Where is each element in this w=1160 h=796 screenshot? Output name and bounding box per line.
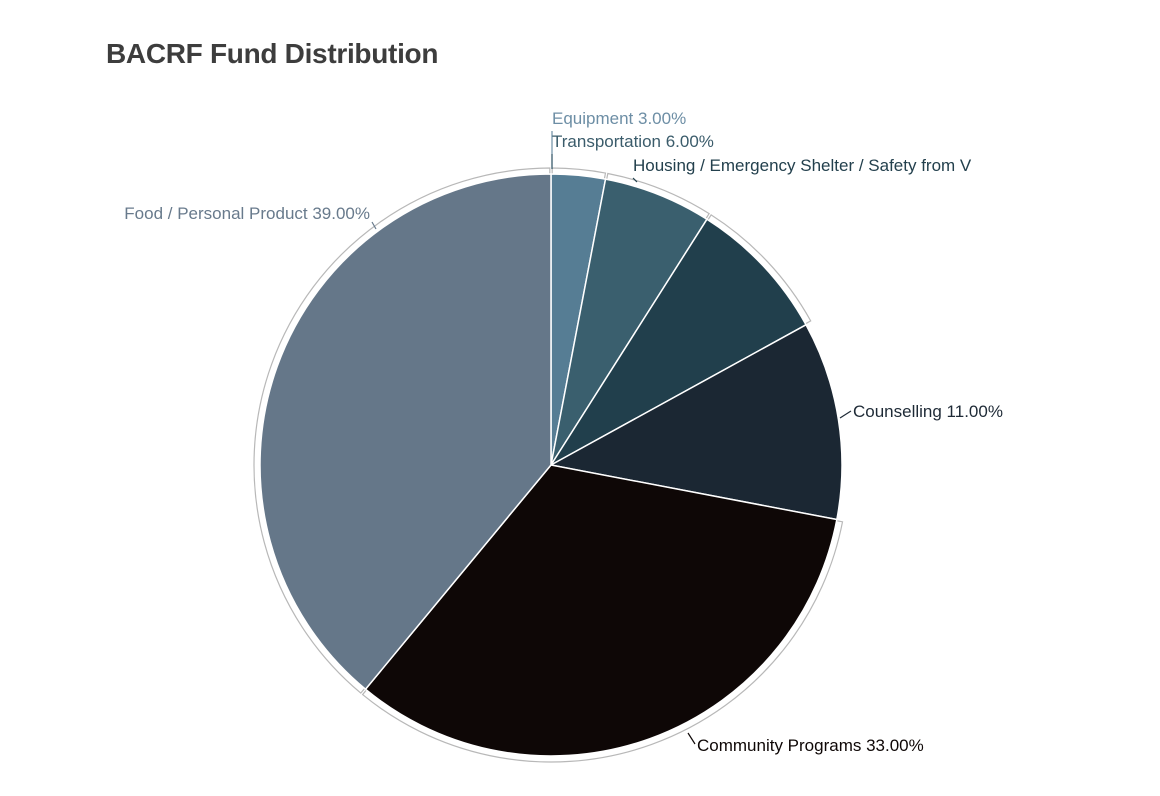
slice-bracket xyxy=(606,172,710,219)
pie-slice-counselling[interactable] xyxy=(548,323,843,521)
slice-label: Housing / Emergency Shelter / Safety fro… xyxy=(633,156,972,175)
slice-label: Counselling 11.00% xyxy=(853,402,1003,421)
label-leader-line xyxy=(632,177,638,183)
slice-bracket xyxy=(253,167,551,694)
slice-label: Community Programs 33.00% xyxy=(697,736,924,755)
pie-slice-housing-emergency-shelter-safety-from-v[interactable] xyxy=(550,218,808,466)
label-leader-line xyxy=(371,221,377,230)
label-leader-line xyxy=(839,410,852,419)
slice-label: Equipment 3.00% xyxy=(552,109,686,128)
chart-title: BACRF Fund Distribution xyxy=(106,38,439,69)
slice-bracket xyxy=(707,214,812,325)
slice-bracket xyxy=(361,520,844,763)
label-brackets xyxy=(253,167,844,763)
label-leaders xyxy=(371,131,852,745)
pie-slice-community-programs[interactable] xyxy=(364,464,838,757)
pie-slices xyxy=(259,173,843,757)
slice-label: Food / Personal Product 39.00% xyxy=(124,204,370,223)
slice-labels: Equipment 3.00% Transportation 6.00% Housi… xyxy=(124,109,1003,755)
pie-slice-food-personal-product[interactable] xyxy=(259,173,552,691)
label-leader-line xyxy=(687,732,696,745)
slice-label: Transportation 6.00% xyxy=(552,132,714,151)
